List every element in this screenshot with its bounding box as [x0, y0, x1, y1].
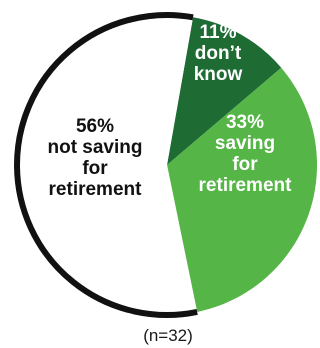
- label-line: for: [232, 154, 258, 175]
- label-line: 56%: [76, 116, 114, 137]
- label-line: not saving: [47, 137, 142, 158]
- slice-not-saving: [17, 15, 198, 316]
- slice-dont-know: [167, 17, 282, 166]
- slice-saving: [167, 67, 318, 312]
- label-line: 33%: [226, 112, 264, 133]
- label-line: 11%: [200, 22, 237, 43]
- sample-size-note: (n=32): [143, 326, 193, 345]
- label-line: don’t: [195, 43, 242, 64]
- label-line: retirement: [49, 179, 143, 200]
- label-line: know: [194, 64, 243, 85]
- label-line: retirement: [199, 175, 293, 196]
- label-line: for: [82, 158, 108, 179]
- slice-not-saving-label: 56% not saving for retirement: [47, 116, 142, 200]
- label-line: saving: [215, 133, 275, 154]
- slice-dont-know-label: 11% don’t know: [194, 22, 243, 85]
- pie-outline: [14, 12, 198, 319]
- slice-saving-label: 33% saving for retirement: [199, 112, 293, 196]
